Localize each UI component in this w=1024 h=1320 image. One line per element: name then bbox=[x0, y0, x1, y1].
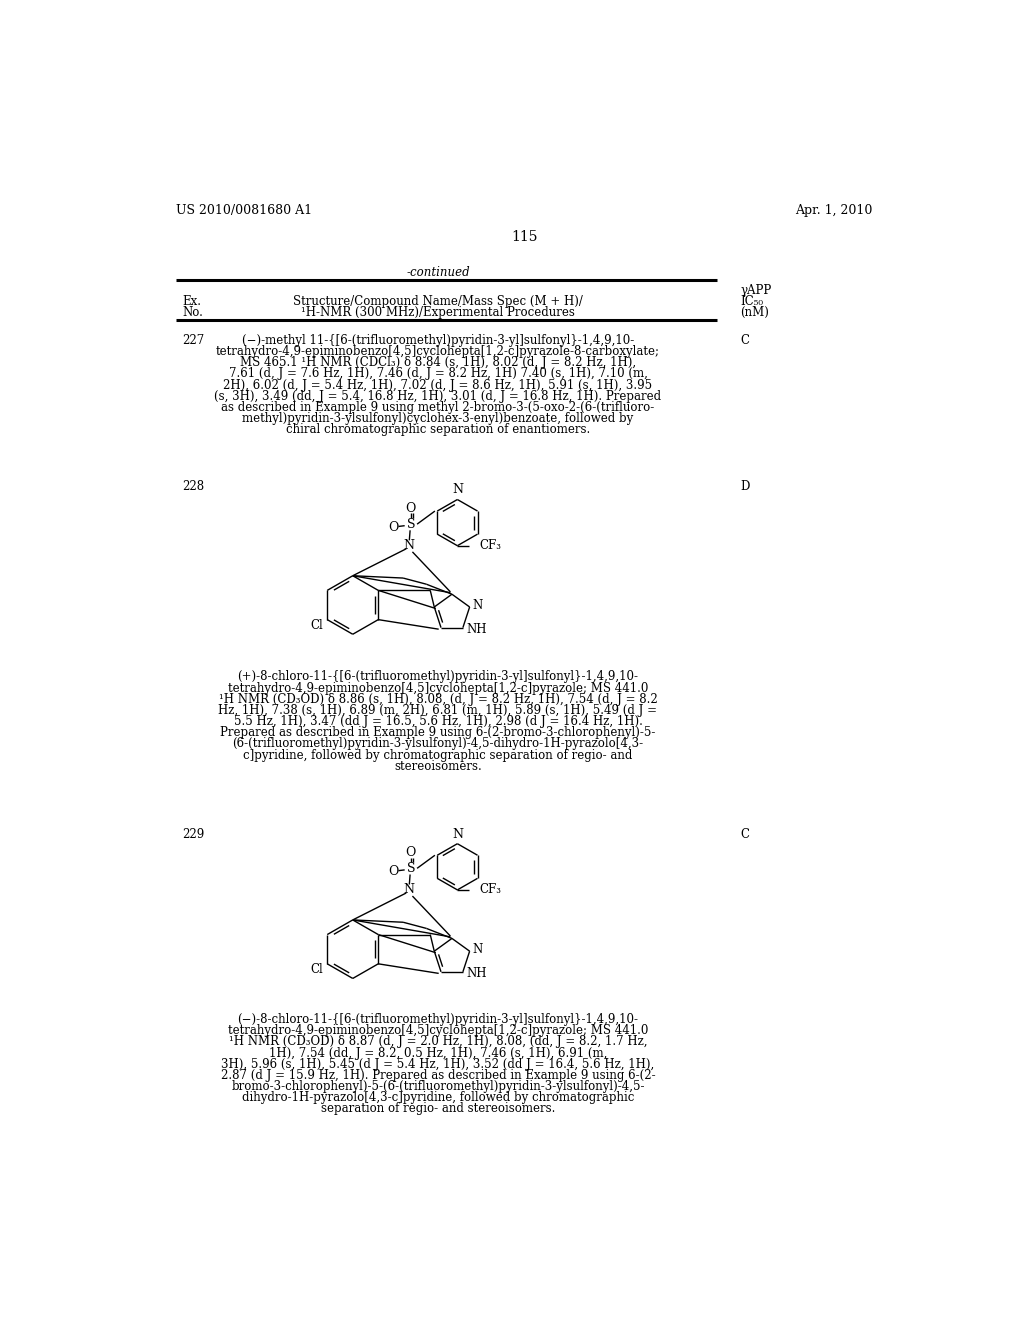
Text: CF₃: CF₃ bbox=[479, 883, 501, 896]
Text: S: S bbox=[407, 862, 415, 875]
Text: N: N bbox=[403, 883, 415, 896]
Text: N: N bbox=[403, 539, 415, 552]
Text: c]pyridine, followed by chromatographic separation of regio- and: c]pyridine, followed by chromatographic … bbox=[244, 748, 633, 762]
Text: US 2010/0081680 A1: US 2010/0081680 A1 bbox=[176, 205, 312, 218]
Text: chiral chromatographic separation of enantiomers.: chiral chromatographic separation of ena… bbox=[286, 424, 590, 437]
Text: O: O bbox=[406, 502, 416, 515]
Text: N: N bbox=[473, 599, 483, 612]
Text: Hz, 1H), 7.38 (s, 1H), 6.89 (m, 2H), 6.81 (m, 1H), 5.89 (s, 1H), 5.49 (d J =: Hz, 1H), 7.38 (s, 1H), 6.89 (m, 2H), 6.8… bbox=[218, 704, 657, 717]
Text: ¹H-NMR (300 MHz)/Experimental Procedures: ¹H-NMR (300 MHz)/Experimental Procedures bbox=[301, 306, 574, 319]
Text: N: N bbox=[452, 828, 463, 841]
Text: 229: 229 bbox=[182, 829, 205, 841]
Text: 3H), 5.96 (s, 1H), 5.45 (d J = 5.4 Hz, 1H), 3.52 (dd J = 16.4, 5.6 Hz, 1H),: 3H), 5.96 (s, 1H), 5.45 (d J = 5.4 Hz, 1… bbox=[221, 1057, 654, 1071]
Text: 228: 228 bbox=[182, 480, 205, 494]
Text: O: O bbox=[389, 865, 399, 878]
Text: separation of regio- and stereoisomers.: separation of regio- and stereoisomers. bbox=[321, 1102, 555, 1115]
Text: ¹H NMR (CD₃OD) δ 8.87 (d, J = 2.0 Hz, 1H), 8.08, (dd, J = 8.2, 1.7 Hz,: ¹H NMR (CD₃OD) δ 8.87 (d, J = 2.0 Hz, 1H… bbox=[228, 1035, 647, 1048]
Text: (nM): (nM) bbox=[740, 306, 769, 319]
Text: tetrahydro-4,9-epiminobenzo[4,5]cyclohepta[1,2-c]pyrazole-8-carboxylate;: tetrahydro-4,9-epiminobenzo[4,5]cyclohep… bbox=[216, 345, 660, 358]
Text: (+)-8-chloro-11-{[6-(trifluoromethyl)pyridin-3-yl]sulfonyl}-1,4,9,10-: (+)-8-chloro-11-{[6-(trifluoromethyl)pyr… bbox=[238, 671, 639, 684]
Text: Prepared as described in Example 9 using 6-(2-bromo-3-chlorophenyl)-5-: Prepared as described in Example 9 using… bbox=[220, 726, 655, 739]
Text: CF₃: CF₃ bbox=[479, 539, 501, 552]
Text: IC₅₀: IC₅₀ bbox=[740, 296, 763, 308]
Text: 2.87 (d J = 15.9 Hz, 1H). Prepared as described in Example 9 using 6-(2-: 2.87 (d J = 15.9 Hz, 1H). Prepared as de… bbox=[221, 1069, 655, 1082]
Text: Cl: Cl bbox=[310, 619, 323, 632]
Text: (−)-methyl 11-{[6-(trifluoromethyl)pyridin-3-yl]sulfonyl}-1,4,9,10-: (−)-methyl 11-{[6-(trifluoromethyl)pyrid… bbox=[242, 334, 634, 347]
Text: Apr. 1, 2010: Apr. 1, 2010 bbox=[795, 205, 872, 218]
Text: as described in Example 9 using methyl 2-bromo-3-(5-oxo-2-(6-(trifluoro-: as described in Example 9 using methyl 2… bbox=[221, 401, 654, 414]
Text: Ex.: Ex. bbox=[182, 296, 202, 308]
Text: bromo-3-chlorophenyl)-5-(6-(trifluoromethyl)pyridin-3-ylsulfonyl)-4,5-: bromo-3-chlorophenyl)-5-(6-(trifluoromet… bbox=[231, 1080, 645, 1093]
Text: O: O bbox=[406, 846, 416, 859]
Text: dihydro-1H-pyrazolo[4,3-c]pyridine, followed by chromatographic: dihydro-1H-pyrazolo[4,3-c]pyridine, foll… bbox=[242, 1092, 634, 1105]
Text: C: C bbox=[740, 829, 750, 841]
Text: Structure/Compound Name/Mass Spec (M + H)/: Structure/Compound Name/Mass Spec (M + H… bbox=[293, 296, 583, 308]
Text: 115: 115 bbox=[512, 230, 538, 244]
Text: (6-(trifluoromethyl)pyridin-3-ylsulfonyl)-4,5-dihydro-1H-pyrazolo[4,3-: (6-(trifluoromethyl)pyridin-3-ylsulfonyl… bbox=[232, 738, 643, 751]
Text: 1H), 7.54 (dd, J = 8.2, 0.5 Hz, 1H), 7.46 (s, 1H), 6.91 (m,: 1H), 7.54 (dd, J = 8.2, 0.5 Hz, 1H), 7.4… bbox=[269, 1047, 607, 1060]
Text: 227: 227 bbox=[182, 334, 205, 347]
Text: ¹H NMR (CD₃OD) δ 8.86 (s, 1H), 8.08, (d, J = 8.2 Hz, 1H), 7.54 (d, J = 8.2: ¹H NMR (CD₃OD) δ 8.86 (s, 1H), 8.08, (d,… bbox=[219, 693, 657, 706]
Text: tetrahydro-4,9-epiminobenzo[4,5]cyclohepta[1,2-c]pyrazole; MS 441.0: tetrahydro-4,9-epiminobenzo[4,5]cyclohep… bbox=[227, 681, 648, 694]
Text: methyl)pyridin-3-ylsulfonyl)cyclohex-3-enyl)benzoate, followed by: methyl)pyridin-3-ylsulfonyl)cyclohex-3-e… bbox=[243, 412, 634, 425]
Text: tetrahydro-4,9-epiminobenzo[4,5]cyclohepta[1,2-c]pyrazole; MS 441.0: tetrahydro-4,9-epiminobenzo[4,5]cyclohep… bbox=[227, 1024, 648, 1038]
Text: MS 465.1 ¹H NMR (CDCl₃) δ 8.84 (s, 1H), 8.02 (d, J = 8.2 Hz, 1H),: MS 465.1 ¹H NMR (CDCl₃) δ 8.84 (s, 1H), … bbox=[240, 356, 636, 370]
Text: γAPP: γAPP bbox=[740, 284, 771, 297]
Text: O: O bbox=[389, 520, 399, 533]
Text: C: C bbox=[740, 334, 750, 347]
Text: -continued: -continued bbox=[407, 265, 470, 279]
Text: NH: NH bbox=[466, 966, 486, 979]
Text: 5.5 Hz, 1H), 3.47 (dd J = 16.5, 5.6 Hz, 1H), 2.98 (d J = 16.4 Hz, 1H).: 5.5 Hz, 1H), 3.47 (dd J = 16.5, 5.6 Hz, … bbox=[233, 715, 642, 729]
Text: N: N bbox=[452, 483, 463, 496]
Text: (s, 3H), 3.49 (dd, J = 5.4, 16.8 Hz, 1H), 3.01 (d, J = 16.8 Hz, 1H). Prepared: (s, 3H), 3.49 (dd, J = 5.4, 16.8 Hz, 1H)… bbox=[214, 389, 662, 403]
Text: 7.61 (d, J = 7.6 Hz, 1H), 7.46 (d, J = 8.2 Hz, 1H) 7.40 (s, 1H), 7.10 (m,: 7.61 (d, J = 7.6 Hz, 1H), 7.46 (d, J = 8… bbox=[228, 367, 647, 380]
Text: S: S bbox=[407, 517, 415, 531]
Text: No.: No. bbox=[182, 306, 203, 319]
Text: N: N bbox=[473, 942, 483, 956]
Text: (−)-8-chloro-11-{[6-(trifluoromethyl)pyridin-3-yl]sulfonyl}-1,4,9,10-: (−)-8-chloro-11-{[6-(trifluoromethyl)pyr… bbox=[238, 1014, 639, 1026]
Text: stereoisomers.: stereoisomers. bbox=[394, 760, 482, 772]
Text: NH: NH bbox=[466, 623, 486, 636]
Text: Cl: Cl bbox=[310, 964, 323, 977]
Text: 2H), 6.02 (d, J = 5.4 Hz, 1H), 7.02 (d, J = 8.6 Hz, 1H), 5.91 (s, 1H), 3.95: 2H), 6.02 (d, J = 5.4 Hz, 1H), 7.02 (d, … bbox=[223, 379, 652, 392]
Text: D: D bbox=[740, 480, 750, 494]
